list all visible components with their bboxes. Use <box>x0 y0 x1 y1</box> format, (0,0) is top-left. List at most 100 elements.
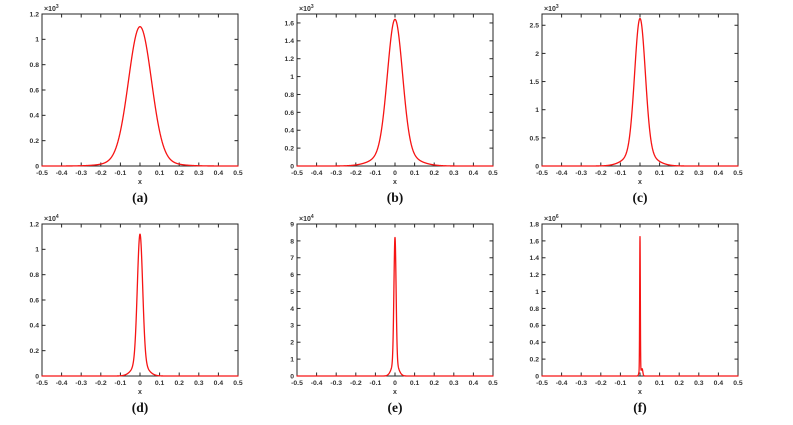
x-tick-label: -0.4 <box>311 170 323 177</box>
y-tick-label: 0.6 <box>30 297 40 304</box>
y-tick-label: 0 <box>35 373 39 380</box>
x-tick-label: 0.5 <box>233 170 243 177</box>
y-tick-label: 1.6 <box>530 238 540 245</box>
x-tick-label: 0.1 <box>410 380 420 387</box>
x-tick-label: 0 <box>138 170 142 177</box>
x-tick-label: 0 <box>638 380 642 387</box>
x-tick-label: -0.5 <box>536 380 548 387</box>
y-axis-exponent: ×103 <box>44 4 59 13</box>
x-axis-label: x <box>393 389 397 396</box>
x-tick-label: -0.2 <box>350 170 362 177</box>
x-tick-label: 0.1 <box>655 170 665 177</box>
subplot-f-caption: (f) <box>633 400 647 415</box>
y-tick-label: 0.4 <box>285 128 295 135</box>
subplot-d-caption: (d) <box>131 400 149 415</box>
y-tick-label: 1 <box>35 37 39 44</box>
x-tick-label: -0.1 <box>370 170 382 177</box>
y-tick-label: 1.2 <box>285 56 295 63</box>
x-tick-label: -0.5 <box>36 380 48 387</box>
x-tick-label: 0.4 <box>714 170 724 177</box>
x-tick-label: 0 <box>393 380 397 387</box>
plot-f-canvas: -0.5 -0.4 -0.3 -0.2 -0.1 0 0.1 0.2 0.3 0.4 0.5 0 0.2… <box>530 214 743 396</box>
x-tick-label: 0.1 <box>655 380 665 387</box>
y-tick-label: 0.5 <box>530 135 540 142</box>
subplot-b-caption: (b) <box>386 190 404 205</box>
y-tick-label: 0.6 <box>30 87 40 94</box>
subplot-f: -0.5 -0.4 -0.3 -0.2 -0.1 0 0.1 0.2 0.3 0.4 0.5 0 0.2… <box>506 212 756 415</box>
x-tick-label: 0.3 <box>694 380 704 387</box>
x-tick-label: 0.3 <box>194 380 204 387</box>
x-tick-label: 0.2 <box>429 380 439 387</box>
x-tick-label: -0.4 <box>56 380 68 387</box>
y-tick-label: 1.6 <box>285 20 295 27</box>
y-tick-label: 0 <box>535 163 539 170</box>
axis-box <box>41 13 239 167</box>
subplot-e-caption: (e) <box>387 400 403 415</box>
x-tick-label: 0.5 <box>733 170 743 177</box>
x-tick-label: -0.2 <box>95 170 107 177</box>
x-tick-label: -0.3 <box>575 170 587 177</box>
x-tick-label: -0.1 <box>115 170 127 177</box>
axis-box <box>296 13 494 167</box>
y-tick-label: 1 <box>535 107 539 114</box>
y-tick-label: 0 <box>290 373 294 380</box>
y-tick-label: 0.6 <box>285 110 295 117</box>
axis-box <box>41 223 239 377</box>
plot-e-canvas: -0.5 -0.4 -0.3 -0.2 -0.1 0 0.1 0.2 0.3 0.4 0.5 0 1 2 3… <box>290 214 498 396</box>
x-tick-label: 0.2 <box>429 170 439 177</box>
curve-line <box>41 26 239 167</box>
x-tick-label: -0.1 <box>615 170 627 177</box>
x-tick-label: 0.4 <box>469 170 479 177</box>
curve-line <box>541 17 739 167</box>
x-tick-label: -0.2 <box>595 380 607 387</box>
x-tick-label: -0.3 <box>75 380 87 387</box>
y-axis-exponent: ×103 <box>544 4 559 13</box>
x-tick-label: -0.5 <box>536 170 548 177</box>
y-axis-exponent: ×103 <box>299 4 314 13</box>
curve-line <box>296 236 494 377</box>
x-tick-label: 0.2 <box>174 170 184 177</box>
x-tick-label: -0.3 <box>575 380 587 387</box>
x-tick-label: 0.3 <box>694 170 704 177</box>
x-tick-label: 0.3 <box>194 170 204 177</box>
subplot-b: -0.5 -0.4 -0.3 -0.2 -0.1 0 0.1 0.2 0.3 0.4 0.5 0 0.2… <box>261 2 511 205</box>
x-tick-label: 0.1 <box>155 170 165 177</box>
y-tick-label: 0.4 <box>30 323 40 330</box>
curve-line <box>296 18 494 167</box>
y-tick-label: 0.8 <box>30 62 40 69</box>
y-tick-label: 9 <box>290 221 294 228</box>
x-tick-label: -0.5 <box>291 380 303 387</box>
y-tick-label: 1 <box>35 247 39 254</box>
x-tick-label: 0.3 <box>449 380 459 387</box>
y-tick-label: 0.8 <box>285 92 295 99</box>
y-tick-label: 0.8 <box>30 272 40 279</box>
y-tick-label: 4 <box>290 306 294 313</box>
y-tick-label: 0.8 <box>530 306 540 313</box>
curve-line <box>541 235 739 377</box>
x-tick-label: -0.3 <box>330 380 342 387</box>
x-tick-label: 0.4 <box>214 170 224 177</box>
x-tick-label: -0.4 <box>556 380 568 387</box>
y-tick-label: 1.4 <box>530 255 540 262</box>
y-tick-label: 2 <box>535 51 539 58</box>
y-axis-exponent: ×104 <box>44 214 59 223</box>
y-tick-label: 1.2 <box>30 221 40 228</box>
x-tick-label: -0.4 <box>56 170 68 177</box>
plot-a-canvas: -0.5 -0.4 -0.3 -0.2 -0.1 0 0.1 0.2 0.3 0.4 0.5 0 0.2… <box>30 4 243 186</box>
y-tick-label: 1.2 <box>530 272 540 279</box>
y-tick-label: 0.6 <box>530 323 540 330</box>
x-axis-label: x <box>393 179 397 186</box>
plot-b-canvas: -0.5 -0.4 -0.3 -0.2 -0.1 0 0.1 0.2 0.3 0.4 0.5 0 0.2… <box>285 4 498 186</box>
y-tick-label: 2.5 <box>530 23 540 30</box>
x-tick-label: 0.4 <box>214 380 224 387</box>
y-tick-label: 8 <box>290 238 294 245</box>
y-tick-label: 1.4 <box>285 38 295 45</box>
x-tick-label: 0.2 <box>674 380 684 387</box>
x-axis-label: x <box>638 179 642 186</box>
x-tick-label: 0.1 <box>155 380 165 387</box>
y-tick-label: 5 <box>290 289 294 296</box>
x-tick-label: -0.2 <box>95 380 107 387</box>
x-axis-label: x <box>138 179 142 186</box>
plot-c-canvas: -0.5 -0.4 -0.3 -0.2 -0.1 0 0.1 0.2 0.3 0.4 0.5 0 0.5… <box>530 4 743 186</box>
x-tick-label: -0.5 <box>291 170 303 177</box>
